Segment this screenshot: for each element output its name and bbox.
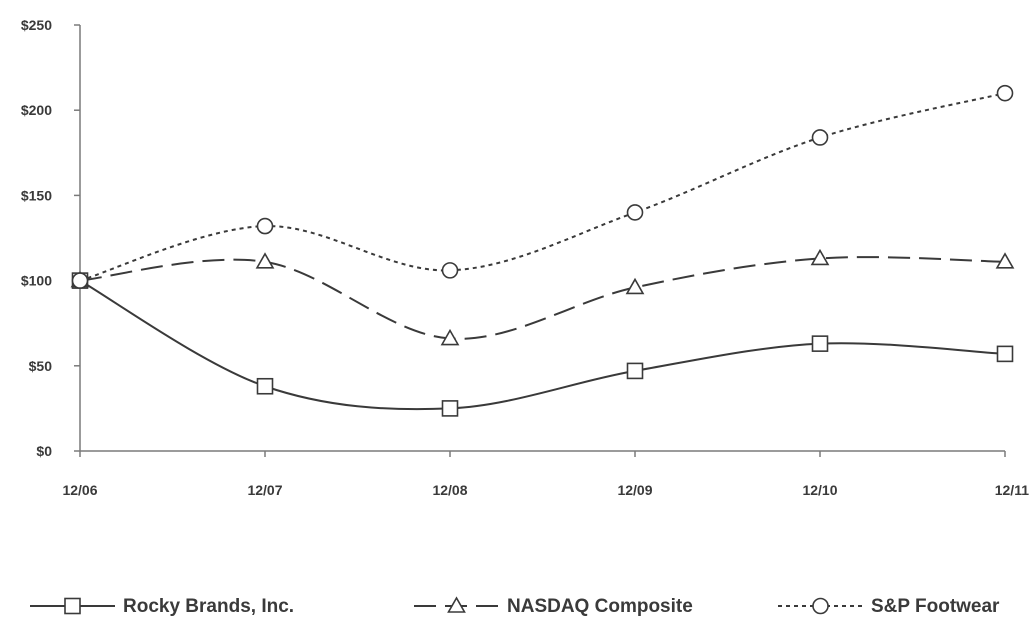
data-point-s-p-footwear [71,272,89,289]
x-tick-label: 12/09 [617,482,652,498]
x-tick-label: 12/06 [62,482,97,498]
series-nasdaq-composite [70,248,1015,346]
series-line-s-p-footwear [79,92,1006,282]
legend-label: S&P Footwear [871,596,1000,617]
x-tick-label: 12/11 [995,482,1029,498]
x-tick-label: 12/08 [432,482,467,498]
y-tick-label: $250 [21,17,52,33]
series-rocky-brands-inc [71,272,1014,417]
legend-label: Rocky Brands, Inc. [123,596,294,617]
data-point-s-p-footwear [256,217,274,235]
legend-item-s-p-footwear: S&P Footwear [778,596,1000,617]
legend-item-nasdaq-composite: NASDAQ Composite [414,596,693,617]
x-tick-label: 12/10 [802,482,837,498]
y-tick-label: $100 [21,273,52,289]
legend-marker [64,597,81,615]
data-point-s-p-footwear [626,204,644,221]
series-s-p-footwear [71,84,1014,289]
y-tick-label: $200 [21,102,52,118]
data-point-nasdaq-composite [255,252,275,269]
data-point-nasdaq-composite [440,328,460,346]
series-line-rocky-brands-inc [79,279,1006,411]
data-point-rocky-brands-inc [996,345,1014,363]
y-tick-label: $50 [29,358,53,374]
data-point-rocky-brands-inc [441,400,459,417]
data-point-rocky-brands-inc [256,377,274,395]
data-point-rocky-brands-inc [626,362,644,380]
data-point-nasdaq-composite [625,277,645,295]
data-point-s-p-footwear [811,129,829,146]
axes: $0 $50 $100 $150 $200 $250 12/06 12/07 12/08 12/0… [21,17,1029,498]
data-point-s-p-footwear [441,262,459,279]
series-line-nasdaq-composite [79,256,1006,340]
series-lines [70,84,1015,417]
data-point-s-p-footwear [996,84,1014,102]
data-point-nasdaq-composite [810,248,830,266]
legend-label: NASDAQ Composite [507,596,693,617]
y-tick-label: $0 [36,443,52,459]
legend: Rocky Brands, Inc. NASDAQ Composite S&P Fo… [30,596,1000,617]
legend-marker [447,596,466,613]
data-point-rocky-brands-inc [811,335,829,352]
y-tick-label: $150 [21,187,52,203]
data-point-nasdaq-composite [995,252,1015,269]
x-tick-label: 12/07 [247,482,282,498]
legend-marker [812,597,829,615]
legend-item-rocky-brands-inc: Rocky Brands, Inc. [30,596,294,617]
